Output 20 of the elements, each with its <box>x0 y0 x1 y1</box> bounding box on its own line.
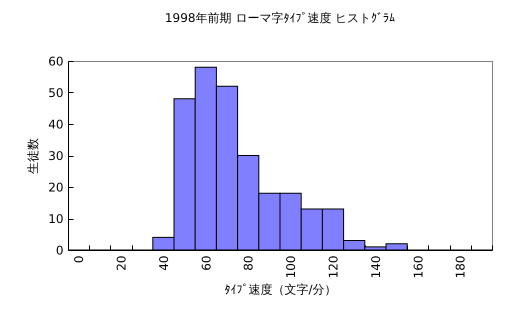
x-tick-label: 80 <box>242 256 256 271</box>
x-axis-title: ﾀｲﾌﾟ速度（文字/分） <box>224 282 337 296</box>
x-tick-label: 0 <box>72 256 86 264</box>
chart-title: 1998年前期 ローマ字ﾀｲﾌﾟ速度 ヒストｸﾞﾗﾑ <box>164 11 396 25</box>
y-tick-label: 40 <box>48 118 64 132</box>
x-tick-label: 40 <box>156 256 171 271</box>
x-tick-label: 60 <box>199 256 214 271</box>
x-tick-label: 120 <box>326 256 340 278</box>
y-tick-label: 50 <box>48 86 64 100</box>
x-tick-label: 100 <box>284 256 298 278</box>
y-tick-label: 30 <box>48 149 64 163</box>
y-tick-label: 0 <box>56 244 64 258</box>
y-tick-label: 20 <box>48 180 64 194</box>
x-tick-label: 160 <box>411 256 426 278</box>
y-axis-title: 生徒数 <box>26 138 40 174</box>
y-tick-label: 10 <box>48 212 64 226</box>
x-tick-label: 20 <box>114 256 128 271</box>
y-tick-label: 60 <box>48 54 64 68</box>
x-tick-label: 180 <box>454 256 468 278</box>
x-tick-label: 140 <box>368 256 383 278</box>
